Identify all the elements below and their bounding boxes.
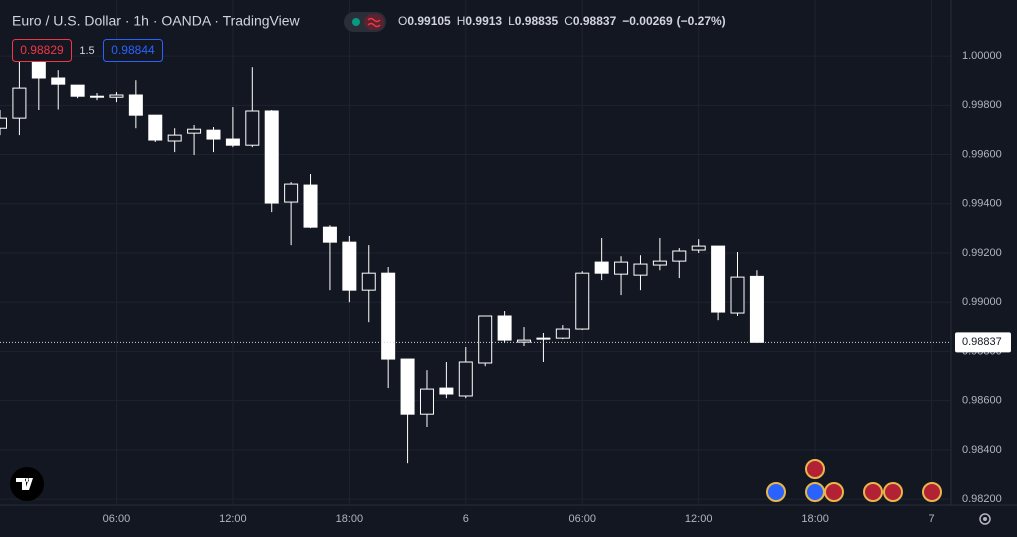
status-toggle[interactable] (344, 12, 386, 32)
candle-body (264, 110, 279, 204)
candle-body (167, 134, 182, 142)
candle-body (148, 114, 163, 141)
spread: 1.5 (79, 45, 94, 57)
ohlc-value: 0.98837 (573, 14, 617, 28)
candle-body (51, 77, 66, 85)
x-tick-label: 7 (929, 513, 935, 525)
candle-body (536, 337, 551, 340)
current-price-label: 0.98837 (962, 336, 1002, 348)
ohlc-value: 0.9913 (465, 14, 502, 28)
candle-body (322, 226, 337, 243)
candle-body (439, 387, 454, 395)
y-tick-label: 0.98200 (962, 493, 1002, 505)
candle-body (633, 263, 648, 276)
event-icons[interactable] (766, 459, 942, 502)
y-tick-label: 0.98600 (962, 395, 1002, 407)
sell-button[interactable]: 0.98829 (12, 39, 72, 62)
x-tick-label: 18:00 (336, 513, 364, 525)
ohlc-legend: O0.99105 H0.9913 L0.98835 C0.98837 −0.00269 (… (398, 14, 726, 28)
candle-body (497, 315, 512, 341)
candle-body (245, 110, 260, 146)
candle-body (594, 261, 609, 274)
candle-body (381, 272, 396, 360)
x-tick-label: 06:00 (103, 513, 131, 525)
y-tick-label: 0.98400 (962, 444, 1002, 456)
x-tick-label: 12:00 (685, 513, 713, 525)
change: −0.00269 (622, 14, 673, 28)
ohlc-label: L (508, 14, 515, 28)
candle-body (303, 184, 318, 228)
candle-body (128, 94, 143, 116)
change-pct: (−0.27%) (677, 14, 726, 28)
y-tick-label: 1.00000 (962, 50, 1002, 62)
y-tick-label: 0.99800 (962, 99, 1002, 111)
candle-body (12, 87, 27, 119)
symbol-title: Euro / U.S. Dollar · 1h · OANDA · Tradin… (12, 13, 301, 29)
candle-body (458, 361, 473, 397)
candle-body (730, 276, 745, 314)
ohlc-label: O (398, 14, 407, 28)
x-tick-label: 18:00 (801, 513, 829, 525)
candle-body (517, 339, 532, 343)
buy-price: 0.98844 (111, 43, 155, 57)
candle-body (109, 94, 124, 98)
buy-button[interactable]: 0.98844 (103, 39, 163, 62)
ohlc-value: 0.98835 (515, 14, 559, 28)
candle-body (672, 250, 687, 262)
x-tick-label: 12:00 (219, 513, 247, 525)
candle-body (691, 245, 706, 251)
candle-body (419, 388, 434, 415)
ohlc-label: H (457, 14, 466, 28)
x-tick-label: 06:00 (568, 513, 596, 525)
candle-body (90, 95, 105, 98)
candle-body (284, 183, 299, 203)
candle-body (361, 272, 376, 291)
candle-body (652, 260, 667, 266)
candle-body (187, 128, 202, 134)
candle-body (0, 117, 7, 129)
current-price-box (955, 332, 1011, 353)
candle-body (31, 61, 46, 79)
candle-body (555, 328, 570, 339)
ohlc-label: C (564, 14, 573, 28)
candle-body (478, 315, 493, 364)
candle-body (400, 358, 415, 415)
candle-body (70, 84, 85, 97)
candle-body (575, 272, 590, 330)
plot-area (0, 0, 951, 505)
y-tick-label: 0.99000 (962, 296, 1002, 308)
candle-body (614, 261, 629, 275)
candle-body (342, 241, 357, 291)
x-tick-label: 6 (463, 513, 469, 525)
y-tick-label: 0.99400 (962, 198, 1002, 210)
y-tick-label: 0.99200 (962, 247, 1002, 259)
tradingview-logo[interactable] (10, 467, 44, 501)
candle-body (749, 275, 764, 343)
sell-price: 0.98829 (20, 43, 64, 57)
ohlc-value: 0.99105 (407, 14, 451, 28)
candle-body (206, 129, 221, 140)
candle-body (225, 138, 240, 146)
settings-icon[interactable] (979, 513, 991, 525)
candle-body (711, 245, 726, 313)
y-tick-label: 0.99600 (962, 148, 1002, 160)
